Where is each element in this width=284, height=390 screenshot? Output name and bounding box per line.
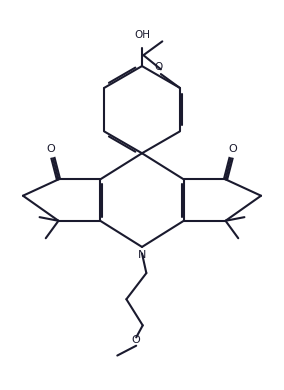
Text: O: O (154, 62, 162, 72)
Text: O: O (47, 144, 56, 154)
Text: N: N (138, 250, 146, 260)
Text: O: O (228, 144, 237, 154)
Text: O: O (132, 335, 141, 345)
Text: OH: OH (134, 30, 150, 40)
